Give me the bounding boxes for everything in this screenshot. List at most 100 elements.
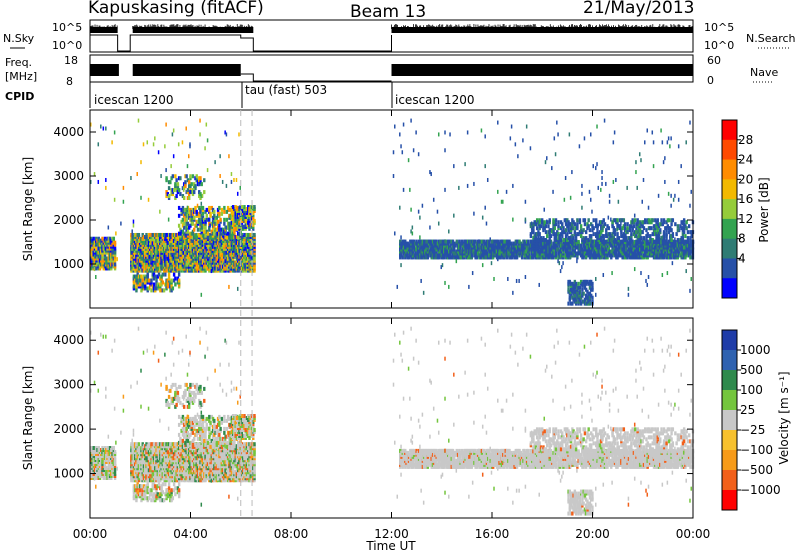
- power-cell: [608, 232, 612, 237]
- power-cell: [113, 262, 117, 267]
- power-cell: [532, 222, 535, 227]
- power-cell: [182, 221, 186, 226]
- power-cell: [488, 239, 491, 244]
- power-cell: [229, 256, 232, 261]
- power-cell: [548, 236, 551, 241]
- power-cell: [234, 234, 237, 239]
- power-cell: [623, 255, 627, 260]
- power-cell: [196, 256, 200, 261]
- power-cell: [135, 274, 138, 279]
- power-cell: [224, 229, 227, 234]
- power-cell: [465, 255, 469, 260]
- power-cell: [579, 301, 583, 306]
- power-cell: [189, 207, 192, 212]
- power-cell: [187, 215, 191, 220]
- power-cell: [133, 252, 137, 257]
- power-cell: [177, 231, 181, 236]
- power-cell: [220, 235, 224, 240]
- power-cell: [655, 224, 658, 229]
- power-cell: [228, 221, 231, 226]
- nsky-tick-bottom: 10^0: [52, 39, 82, 52]
- power-cell: [151, 262, 154, 267]
- power-cell: [152, 286, 156, 291]
- power-cell: [417, 239, 421, 244]
- power-cell: [638, 232, 642, 237]
- power-cell: [162, 288, 166, 293]
- power-cell: [656, 226, 659, 231]
- power-cell: [571, 281, 574, 286]
- power-cell: [655, 236, 658, 241]
- power-cell: [687, 243, 691, 248]
- power-cell: [156, 262, 159, 267]
- power-cell: [636, 236, 639, 241]
- power-cell: [112, 264, 116, 269]
- power-cell: [610, 234, 613, 239]
- power-cell: [571, 218, 574, 223]
- power-cell: [247, 244, 250, 249]
- power-cell: [546, 234, 549, 239]
- power-cell: [685, 249, 688, 254]
- power-cell: [656, 218, 659, 223]
- power-cell: [562, 238, 565, 243]
- power-cell: [213, 223, 216, 228]
- power-cell: [579, 295, 583, 300]
- power-cell: [103, 244, 107, 249]
- power-cell: [228, 235, 231, 240]
- power-cell: [201, 233, 205, 238]
- power-cell: [495, 253, 499, 258]
- power-cell: [406, 255, 409, 260]
- power-cell: [602, 241, 605, 246]
- power-cell: [221, 258, 225, 263]
- power-cell: [198, 211, 201, 216]
- power-cell: [537, 234, 540, 239]
- power-cell: [662, 230, 666, 235]
- power-cell: [184, 264, 187, 269]
- power-cell: [184, 217, 187, 222]
- power-cell: [252, 216, 255, 221]
- power-cell: [149, 278, 152, 283]
- power-cell: [219, 264, 222, 269]
- power-cell: [591, 239, 594, 244]
- power-cell: [150, 256, 153, 261]
- power-cell: [155, 280, 158, 285]
- power-cell: [238, 254, 241, 259]
- power-cell: [499, 243, 502, 248]
- power-cell: [513, 241, 516, 246]
- power-cell: [425, 247, 428, 252]
- power-cell: [206, 231, 210, 236]
- power-cell: [617, 247, 621, 252]
- power-cell: [417, 251, 421, 256]
- power-cell: [221, 231, 225, 236]
- power-cell: [133, 278, 137, 283]
- power-cell: [186, 268, 190, 273]
- power-cell: [670, 238, 673, 243]
- power-cell: [522, 243, 525, 248]
- power-cell: [611, 253, 614, 258]
- power-cell: [588, 243, 592, 248]
- power-cell: [225, 235, 229, 240]
- power-cell: [194, 250, 197, 255]
- power-cell: [493, 245, 496, 250]
- power-cell: [666, 224, 670, 229]
- power-cell: [642, 253, 646, 258]
- power-cell: [230, 235, 234, 240]
- power-cell: [450, 239, 453, 244]
- power-cell: [659, 238, 662, 243]
- power-cell: [210, 221, 213, 226]
- power-cell: [107, 264, 110, 269]
- power-cell: [242, 224, 245, 229]
- power-cell: [635, 222, 638, 227]
- power-cell: [235, 234, 239, 239]
- power-cell: [185, 240, 188, 245]
- power-cell: [571, 226, 574, 231]
- power-cell: [562, 230, 565, 235]
- power-cell: [548, 228, 551, 233]
- power-cell: [214, 227, 217, 232]
- power-cell: [111, 254, 114, 259]
- power-cell: [537, 220, 540, 225]
- power-cell: [652, 232, 656, 237]
- power-cell: [503, 253, 506, 258]
- power-cell: [640, 249, 643, 254]
- power-cell: [249, 216, 252, 221]
- power-cell: [636, 240, 639, 245]
